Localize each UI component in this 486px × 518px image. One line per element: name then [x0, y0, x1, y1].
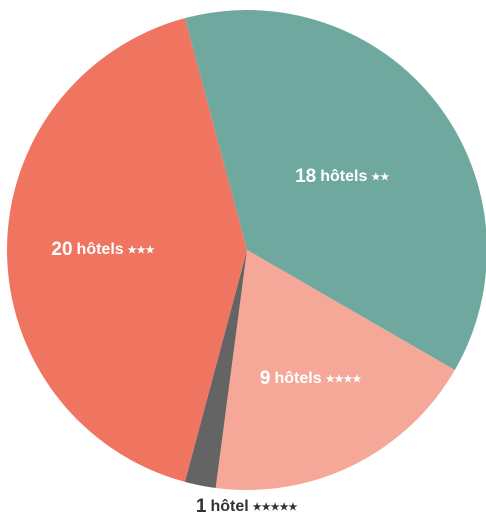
- slice-unit: hôtels: [274, 370, 321, 387]
- pie-slice: [184, 250, 247, 488]
- slice-value: 18: [295, 166, 316, 187]
- slice-unit: hôtel: [210, 498, 248, 515]
- slice-label: 18 hôtels ★★: [295, 166, 389, 187]
- pie-slice: [184, 10, 486, 370]
- slice-unit: hôtels: [77, 241, 124, 258]
- slice-label: 1 hôtel ★★★★★: [196, 496, 298, 517]
- slice-stars: ★★: [371, 172, 389, 183]
- slice-value: 9: [260, 368, 271, 389]
- slice-stars: ★★★★: [326, 374, 362, 385]
- slice-value: 20: [51, 239, 72, 260]
- slice-label: 9 hôtels ★★★★: [260, 368, 362, 389]
- slice-value: 1: [196, 496, 207, 517]
- pie-slice: [215, 250, 455, 491]
- slice-stars: ★★★: [128, 245, 155, 256]
- pie-slice: [6, 18, 247, 482]
- slice-label: 20 hôtels ★★★: [51, 239, 154, 260]
- slice-stars: ★★★★★: [253, 502, 298, 513]
- slice-unit: hôtels: [320, 168, 367, 185]
